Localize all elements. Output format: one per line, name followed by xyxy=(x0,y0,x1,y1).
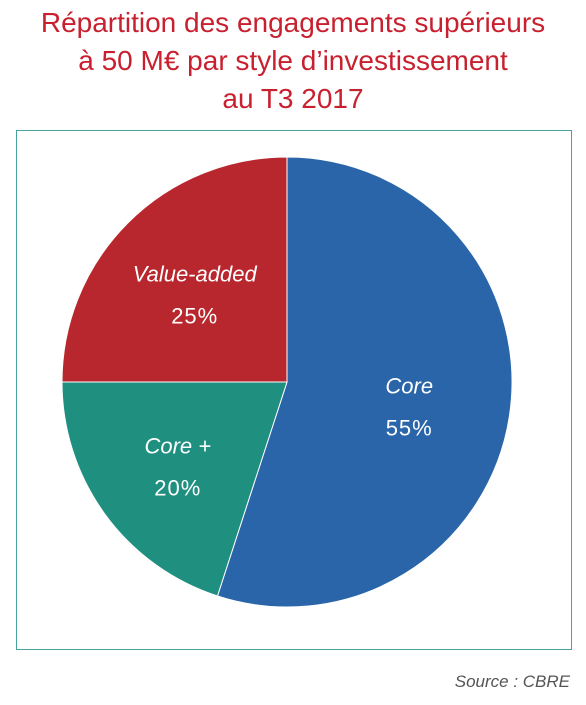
title-line-3: au T3 2017 xyxy=(222,83,364,114)
source-note: Source : CBRE xyxy=(454,672,570,691)
slice-label: Core + xyxy=(144,433,211,458)
slice-label: Core xyxy=(385,373,433,398)
slice-value-label: 20% xyxy=(154,475,201,500)
title-line-2: à 50 M€ par style d’investissement xyxy=(78,45,508,76)
chart-title: Répartition des engagements supérieurs à… xyxy=(0,4,586,118)
slice-value-label: 25% xyxy=(171,304,218,329)
pie-slice-core xyxy=(216,156,513,608)
slice-value-label: 55% xyxy=(386,415,433,440)
chart-frame xyxy=(16,130,572,650)
pie-slice-value-added xyxy=(61,156,288,383)
pie-slice-core xyxy=(61,381,288,597)
slice-label: Value-added xyxy=(133,262,258,287)
title-line-1: Répartition des engagements supérieurs xyxy=(40,7,546,38)
